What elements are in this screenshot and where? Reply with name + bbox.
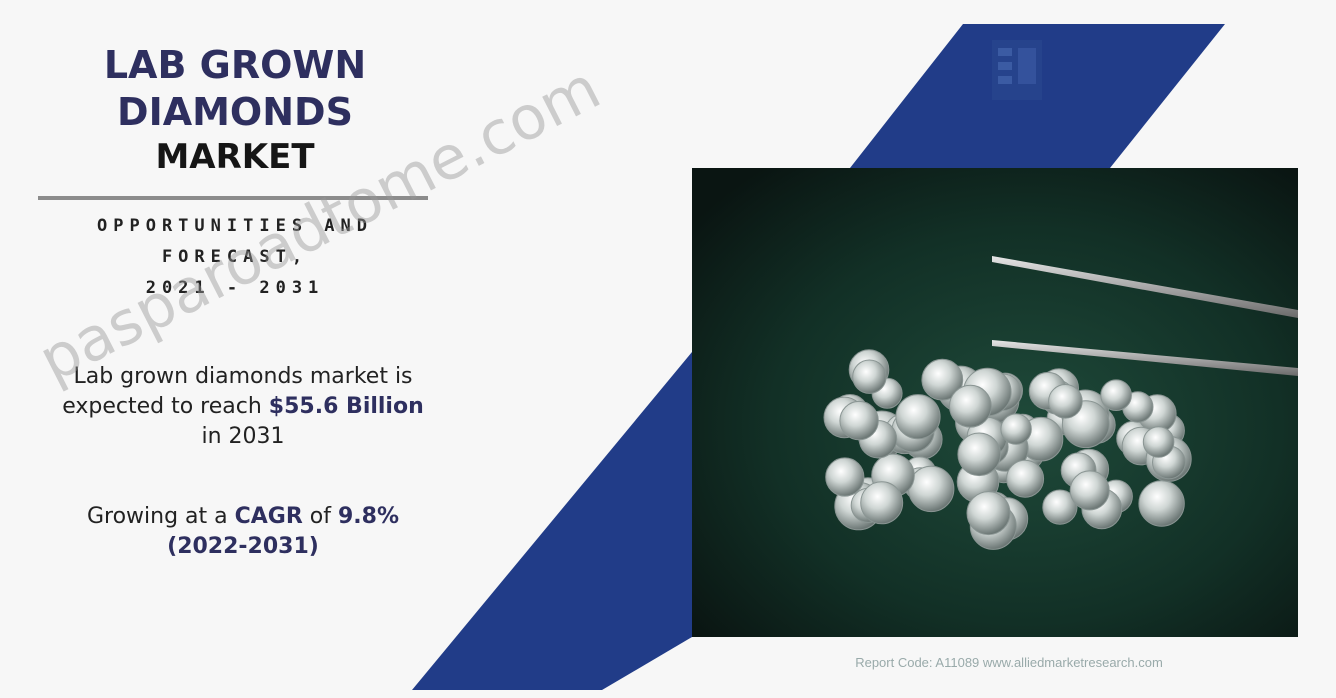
tweezer-upper — [992, 256, 1298, 318]
logo-icon — [992, 40, 1042, 100]
diamond — [957, 432, 1002, 477]
market-projection: Lab grown diamonds market is expected to… — [28, 362, 458, 452]
market-line-2: expected to reach $55.6 Billion — [28, 392, 458, 422]
diamond — [839, 400, 879, 441]
diamond — [895, 394, 941, 440]
market-line-2-prefix: expected to reach — [62, 394, 269, 419]
diamond — [825, 457, 865, 497]
subtitle-line-1: OPPORTUNITIES AND — [97, 216, 373, 236]
diamond — [1142, 426, 1175, 458]
title-line-3: MARKET — [155, 137, 315, 177]
diamond — [1048, 384, 1083, 419]
diamond — [1100, 379, 1132, 411]
growth-statement: Growing at a CAGR of 9.8% (2022-2031) — [28, 502, 458, 562]
diamond — [921, 358, 964, 401]
diamonds-photo — [692, 168, 1298, 637]
tweezer-lower — [992, 340, 1298, 376]
diamond — [1138, 480, 1185, 527]
diamonds-illustration — [692, 168, 1298, 637]
diamond-pile — [823, 349, 1192, 550]
diamond — [1069, 470, 1110, 511]
growth-line-1: Growing at a CAGR of 9.8% — [28, 502, 458, 532]
market-line-3: in 2031 — [201, 424, 285, 449]
source-note: Report Code: A11089 www.alliedmarketrese… — [855, 655, 1163, 670]
diamond — [949, 384, 992, 428]
growth-middle: of — [302, 504, 338, 529]
title-line-1: LAB GROWN — [103, 43, 367, 87]
diamond — [1000, 413, 1032, 445]
cagr-label: CAGR — [234, 504, 303, 529]
diamond — [1042, 489, 1078, 525]
market-line-1: Lab grown diamonds market is — [73, 364, 413, 389]
subtitle-line-3: 2021 - 2031 — [145, 278, 325, 298]
market-value: $55.6 Billion — [268, 394, 424, 419]
title-line-2: DIAMONDS — [117, 90, 353, 134]
diamond — [860, 481, 904, 525]
subtitle-line-2: FORECAST, — [161, 247, 309, 267]
diamond — [966, 491, 1011, 536]
lower-stripe — [412, 352, 692, 690]
divider — [38, 196, 428, 200]
diamond — [1006, 459, 1045, 498]
diamond — [908, 465, 955, 513]
growth-period: (2022-2031) — [167, 534, 319, 559]
growth-prefix: Growing at a — [86, 504, 235, 529]
cagr-value: 9.8% — [338, 504, 400, 529]
diamond — [852, 359, 887, 394]
